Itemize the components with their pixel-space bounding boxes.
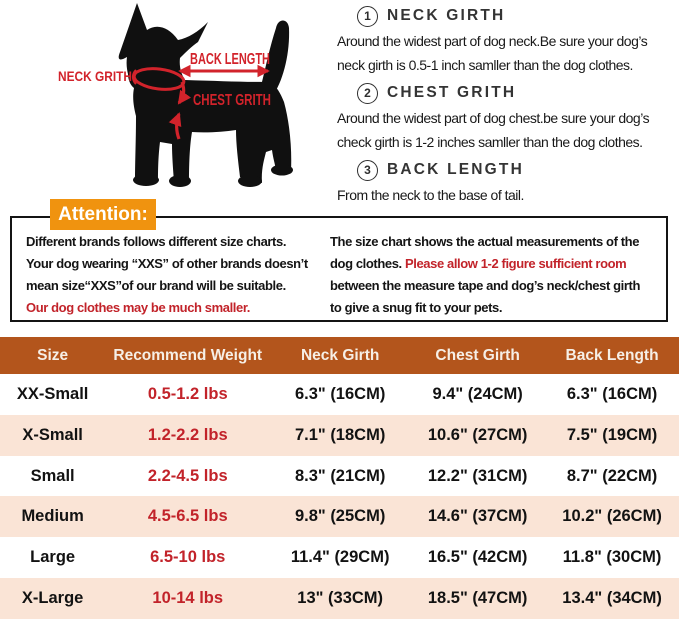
- cell-neck-girth: 8.3" (21CM): [294, 466, 386, 485]
- cell-back-length: 13.4" (34CM): [562, 589, 662, 608]
- dog-measurement-diagram: NECK GRITH BACK LENGTH CHEST GRITH: [28, 0, 358, 200]
- header-cell-size: Size: [37, 346, 69, 364]
- table-row-x-small: X-Small 1.2-2.2 lbs 7.1" (18CM) 10.6" (2…: [0, 414, 679, 456]
- instruction-heading: 3 BACK LENGTH: [357, 159, 679, 181]
- cell-weight: 0.5-1.2 lbs: [147, 384, 228, 403]
- cell-weight: 4.5-6.5 lbs: [147, 507, 228, 526]
- cell-neck-girth: 13" (33CM): [297, 589, 384, 608]
- cell-back-length: 10.2" (26CM): [562, 507, 662, 526]
- instruction-text-line: check girth is 1-2 inches samller than t…: [337, 134, 643, 150]
- instruction-heading: 1 NECK GIRTH: [357, 5, 679, 27]
- cell-chest-girth: 12.2" (31CM): [427, 466, 528, 485]
- instruction-title: CHEST GRITH: [387, 84, 517, 101]
- attention-right-column: The size chart shows the actual measurem…: [330, 231, 656, 320]
- cell-size: Large: [30, 548, 76, 567]
- chest-girth-arrow-down-icon: [177, 81, 192, 105]
- instruction-title: BACK LENGTH: [387, 161, 524, 178]
- attention-warning-segment: Please allow 1-2 figure sufficient room: [404, 256, 627, 271]
- instruction-title: NECK GIRTH: [387, 7, 506, 24]
- cell-weight: 2.2-4.5 lbs: [147, 466, 228, 485]
- attention-left-column: Different brands follows different size …: [26, 231, 330, 320]
- cell-neck-girth: 7.1" (18CM): [294, 425, 386, 444]
- instruction-item-back-length: 3 BACK LENGTH From the neck to the base …: [337, 159, 679, 207]
- neck-girth-pointer-icon: [131, 69, 137, 85]
- cell-chest-girth: 9.4" (24CM): [432, 384, 523, 403]
- cell-back-length: 6.3" (16CM): [566, 384, 658, 403]
- chest-girth-arrow-up-icon: [168, 112, 182, 140]
- cell-chest-girth: 16.5" (42CM): [427, 548, 528, 567]
- attention-text-line: between the measure tape and dog’s neck/…: [330, 278, 640, 293]
- cell-neck-girth: 11.4" (29CM): [290, 548, 390, 567]
- cell-chest-girth: 10.6" (27CM): [427, 425, 528, 444]
- cell-back-length: 8.7" (22CM): [566, 466, 658, 485]
- cell-size: X-Small: [22, 425, 83, 444]
- cell-weight: 10-14 lbs: [152, 589, 224, 608]
- attention-text-line: The size chart shows the actual measurem…: [330, 234, 640, 249]
- cell-neck-girth: 9.8" (25CM): [294, 507, 386, 526]
- cell-size: Medium: [21, 507, 84, 526]
- instruction-text-line: Around the widest part of dog chest.be s…: [337, 110, 650, 126]
- table-row-large: Large 6.5-10 lbs 11.4" (29CM) 16.5" (42C…: [0, 537, 679, 579]
- measuring-instructions: 1 NECK GIRTH Around the widest part of d…: [337, 0, 679, 207]
- table-row-xx-small: XX-Small 0.5-1.2 lbs 6.3" (16CM) 9.4" (2…: [0, 374, 679, 415]
- attention-box: Different brands follows different size …: [10, 216, 668, 322]
- cell-neck-girth: 6.3" (16CM): [294, 384, 386, 403]
- cell-back-length: 7.5" (19CM): [566, 425, 658, 444]
- header-cell-neck-girth: Neck Girth: [300, 346, 380, 364]
- cell-chest-girth: 18.5" (47CM): [427, 589, 528, 608]
- instruction-item-neck-girth: 1 NECK GIRTH Around the widest part of d…: [337, 5, 679, 77]
- number-1-circle-icon: 1: [357, 5, 378, 27]
- attention-text-segment: dog clothes.: [330, 256, 405, 271]
- instruction-text-line: neck girth is 0.5-1 inch samller than th…: [337, 57, 633, 73]
- dog-diagram-svg: NECK GRITH BACK LENGTH CHEST GRITH: [58, 3, 293, 187]
- cell-weight: 6.5-10 lbs: [150, 548, 226, 567]
- table-row-medium: Medium 4.5-6.5 lbs 9.8" (25CM) 14.6" (37…: [0, 496, 679, 538]
- instruction-item-chest-girth: 2 CHEST GRITH Around the widest part of …: [337, 82, 679, 154]
- cell-back-length: 11.8" (30CM): [562, 548, 662, 567]
- size-table: Size Recommend Weight Neck Girth Chest G…: [0, 337, 679, 619]
- attention-text-line: dog clothes. Please allow 1-2 figure suf…: [330, 253, 656, 275]
- neck-girth-diagram-label: NECK GRITH: [58, 68, 132, 84]
- cell-size: XX-Small: [16, 384, 89, 403]
- header-cell-back-length: Back Length: [565, 346, 659, 364]
- number-3-circle-icon: 3: [357, 159, 378, 181]
- neck-girth-ellipse: [132, 67, 186, 91]
- header-cell-chest-girth: Chest Girth: [435, 346, 520, 364]
- instruction-text-line: From the neck to the base of tail.: [337, 187, 524, 203]
- attention-text-line: mean size“XXS”of our brand will be suita…: [26, 278, 286, 293]
- instruction-heading: 2 CHEST GRITH: [357, 82, 679, 104]
- back-length-diagram-label: BACK LENGTH: [190, 51, 270, 68]
- attention-text-line: to give a snug fit to your pets.: [330, 300, 503, 315]
- header-cell-recommend-weight: Recommend Weight: [113, 346, 263, 364]
- instruction-text-line: Around the widest part of dog neck.Be su…: [337, 33, 648, 49]
- table-header-row: Size Recommend Weight Neck Girth Chest G…: [0, 337, 679, 374]
- attention-text-line: Your dog wearing “XXS” of other brands d…: [26, 256, 308, 271]
- cell-size: Small: [30, 466, 75, 485]
- cell-weight: 1.2-2.2 lbs: [147, 425, 228, 444]
- attention-warning-line: Our dog clothes may be much smaller.: [26, 300, 251, 315]
- cell-size: X-Large: [21, 589, 84, 608]
- table-row-small: Small 2.2-4.5 lbs 8.3" (21CM) 12.2" (31C…: [0, 455, 679, 497]
- attention-badge: Attention:: [50, 199, 156, 230]
- attention-text-line: Different brands follows different size …: [26, 234, 287, 249]
- cell-chest-girth: 14.6" (37CM): [427, 507, 528, 526]
- table-row-x-large: X-Large 10-14 lbs 13" (33CM) 18.5" (47CM…: [0, 578, 679, 619]
- chest-girth-diagram-label: CHEST GRITH: [193, 92, 271, 109]
- number-2-circle-icon: 2: [357, 82, 378, 104]
